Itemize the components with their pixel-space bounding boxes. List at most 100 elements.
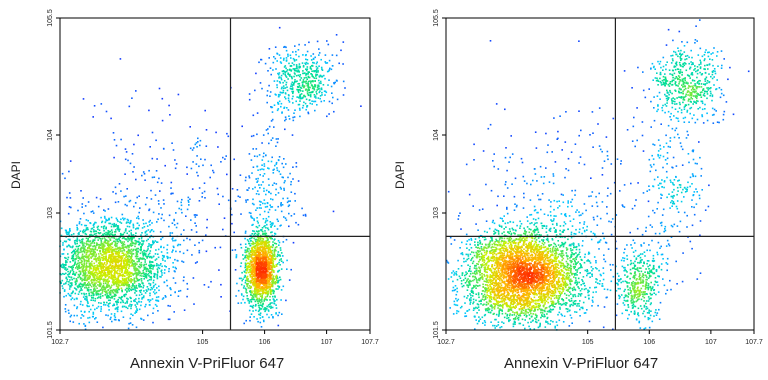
event-dot: [259, 204, 262, 206]
event-dot: [295, 100, 297, 103]
event-dot: [251, 247, 253, 249]
event-dot: [170, 181, 173, 184]
event-dot: [264, 256, 266, 259]
event-dot: [87, 265, 90, 268]
event-dot: [140, 280, 143, 282]
event-dot: [135, 267, 137, 270]
event-dot: [252, 258, 254, 261]
event-dot: [262, 284, 265, 286]
event-dot: [313, 70, 316, 73]
event-dot: [286, 201, 289, 204]
event-dot: [68, 206, 71, 208]
event-dot: [71, 269, 74, 271]
event-dot: [83, 292, 85, 295]
event-dot: [260, 58, 262, 61]
event-dot: [134, 300, 136, 303]
event-dot: [124, 289, 127, 291]
event-dot: [270, 246, 272, 248]
event-dot: [130, 253, 132, 255]
event-dot: [63, 240, 66, 243]
event-dot: [62, 265, 65, 267]
event-dot: [259, 237, 262, 240]
event-dot: [195, 163, 198, 165]
event-dot: [263, 320, 265, 323]
event-dot: [262, 256, 264, 259]
event-dot: [116, 248, 119, 250]
event-dot: [250, 237, 252, 240]
event-dot: [321, 76, 323, 78]
event-dot: [300, 97, 303, 100]
event-dot: [89, 275, 91, 278]
event-dot: [313, 87, 315, 90]
event-dot: [282, 70, 285, 72]
event-dot: [111, 320, 113, 323]
event-dot: [91, 263, 93, 265]
event-dot: [265, 247, 268, 249]
event-dot: [276, 279, 278, 282]
event-dot: [129, 322, 132, 324]
event-dot: [117, 301, 120, 304]
event-dot: [287, 109, 290, 111]
event-dot: [268, 266, 270, 269]
event-dot: [81, 314, 83, 316]
event-dot: [261, 275, 264, 277]
event-dot: [245, 289, 248, 291]
event-dot: [138, 283, 140, 285]
event-dot: [142, 171, 145, 173]
event-dot: [252, 296, 255, 299]
event-dot: [248, 242, 250, 245]
event-dot: [261, 278, 264, 280]
event-dot: [302, 214, 305, 217]
event-dot: [172, 262, 174, 264]
event-dot: [73, 314, 76, 317]
event-dot: [91, 210, 94, 212]
event-dot: [134, 265, 136, 268]
event-dot: [141, 296, 144, 299]
event-dot: [257, 276, 260, 279]
event-dot: [267, 264, 269, 267]
event-dot: [306, 78, 308, 80]
event-dot: [154, 303, 157, 306]
event-dot: [149, 270, 151, 272]
event-dot: [307, 75, 310, 78]
event-dot: [299, 109, 301, 111]
event-dot: [278, 259, 281, 261]
event-dot: [246, 239, 249, 241]
event-dot: [144, 274, 147, 277]
event-dot: [237, 302, 240, 304]
event-dot: [111, 233, 113, 236]
event-dot: [317, 69, 319, 72]
event-dot: [103, 243, 105, 245]
event-dot: [150, 265, 152, 267]
event-dot: [257, 169, 259, 171]
event-dot: [100, 269, 103, 272]
event-dot: [256, 207, 258, 209]
event-dot: [277, 93, 280, 96]
event-dot: [315, 62, 318, 65]
event-dot: [129, 237, 131, 240]
event-dot: [81, 304, 84, 306]
event-dot: [160, 269, 163, 272]
event-dot: [297, 49, 300, 51]
event-dot: [102, 251, 105, 254]
event-dot: [74, 248, 77, 251]
event-dot: [311, 70, 313, 72]
event-dot: [275, 304, 277, 306]
event-dot: [115, 192, 117, 195]
event-dot: [273, 266, 276, 268]
event-dot: [258, 290, 260, 293]
event-dot: [101, 275, 103, 278]
event-dot: [73, 287, 76, 289]
event-dot: [96, 273, 99, 276]
event-dot: [95, 260, 98, 263]
event-dot: [93, 258, 95, 261]
event-dot: [262, 243, 264, 245]
event-dot: [112, 269, 115, 272]
event-dot: [254, 289, 256, 291]
event-dot: [285, 81, 288, 84]
event-dot: [105, 242, 107, 245]
event-dot: [164, 260, 166, 262]
event-dot: [123, 243, 126, 246]
event-dot: [271, 249, 274, 252]
event-dot: [260, 286, 262, 288]
